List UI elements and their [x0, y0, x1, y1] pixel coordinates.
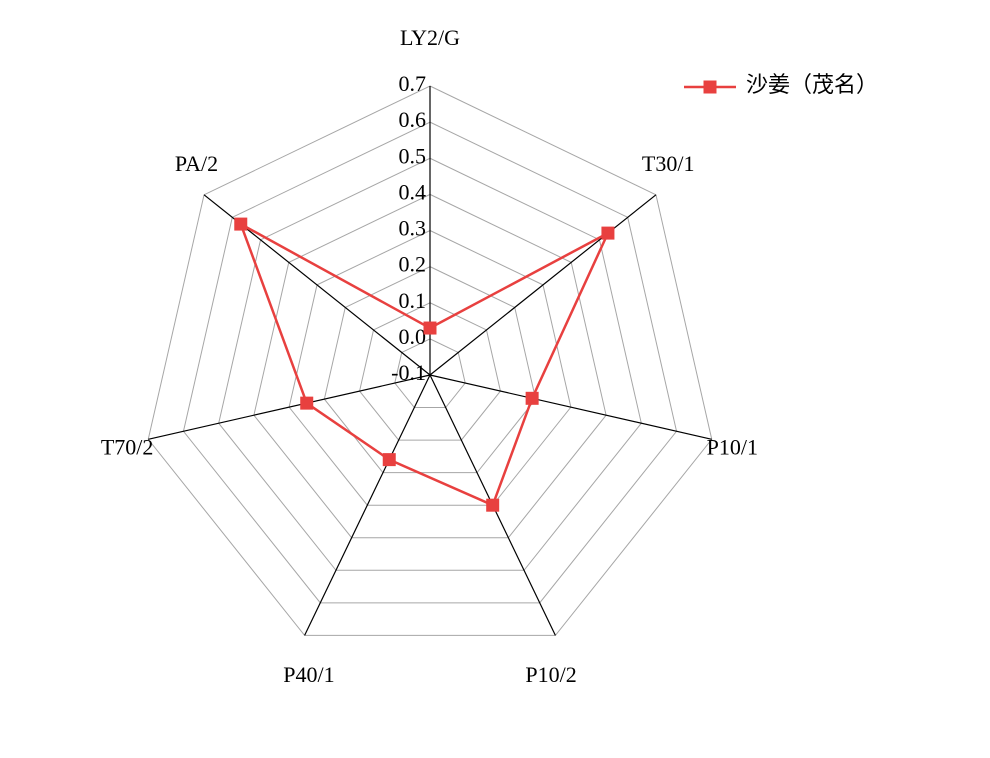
category-label: P10/2 [525, 662, 576, 687]
grid-ring [182, 121, 678, 604]
grid-ring [288, 229, 572, 506]
category-label: P10/1 [707, 435, 758, 460]
marker [300, 396, 314, 410]
spoke [429, 374, 712, 440]
y-tick-label: 0.7 [399, 71, 427, 96]
y-tick-label: 0.3 [399, 216, 427, 241]
marker [601, 226, 615, 240]
spoke [148, 374, 431, 440]
category-label: PA/2 [175, 151, 218, 176]
grid-ring [394, 338, 466, 409]
grid-ring [323, 266, 537, 474]
category-label: P40/1 [283, 662, 334, 687]
category-label: T30/1 [642, 151, 695, 176]
category-label: T70/2 [101, 435, 154, 460]
marker [234, 217, 248, 231]
marker [382, 453, 396, 467]
category-label: LY2/G [400, 25, 460, 50]
marker [423, 321, 437, 335]
grid-ring [147, 85, 713, 636]
y-tick-label: 0.5 [399, 143, 427, 168]
spoke [429, 194, 657, 376]
grid-ring [253, 193, 607, 539]
y-tick-label: 0.6 [399, 107, 427, 132]
grid-ring [359, 302, 501, 441]
marker [525, 391, 539, 405]
y-tick-label: 0.4 [399, 179, 427, 204]
marker [486, 498, 500, 512]
legend-label: 沙姜（茂名） [746, 72, 878, 97]
spoke [304, 374, 431, 636]
legend-marker [703, 80, 717, 94]
y-tick-label: -0.1 [391, 360, 426, 385]
y-tick-label: 0.0 [399, 324, 427, 349]
grid-ring [218, 157, 642, 571]
y-tick-label: 0.1 [399, 288, 427, 313]
series-line [238, 221, 611, 507]
y-tick-label: 0.2 [399, 252, 427, 277]
